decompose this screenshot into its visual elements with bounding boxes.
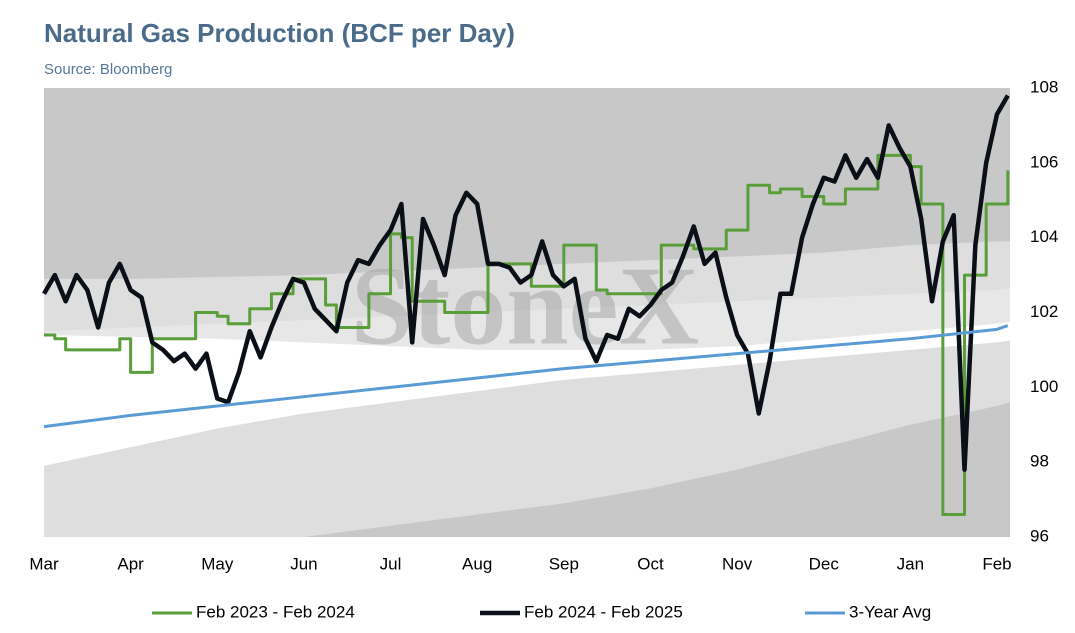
x-tick-label: Oct — [637, 554, 664, 573]
y-tick-label: 104 — [1030, 227, 1058, 246]
series-line — [44, 153, 1010, 517]
x-tick-label: May — [201, 554, 234, 573]
y-tick-label: 98 — [1030, 452, 1049, 471]
series-line — [43, 324, 1009, 429]
x-tick-label: Sep — [549, 554, 579, 573]
legend-label: 3-Year Avg — [849, 602, 931, 621]
legend-label: Feb 2023 - Feb 2024 — [196, 602, 355, 621]
y-tick-label: 102 — [1030, 302, 1058, 321]
series-line — [42, 94, 1010, 472]
x-tick-label: Dec — [809, 554, 840, 573]
x-tick-label: Nov — [722, 554, 753, 573]
y-tick-label: 106 — [1030, 152, 1058, 171]
x-tick-label: Mar — [29, 554, 59, 573]
y-tick-label: 108 — [1030, 77, 1058, 96]
x-tick-label: Apr — [117, 554, 144, 573]
legend-label: Feb 2024 - Feb 2025 — [524, 602, 683, 621]
x-tick-label: Jan — [897, 554, 924, 573]
chart-title: Natural Gas Production (BCF per Day) — [44, 18, 515, 48]
x-tick-label: Jun — [290, 554, 317, 573]
x-tick-label: Jul — [380, 554, 402, 573]
x-tick-label: Feb — [982, 554, 1011, 573]
chart-subtitle: Source: Bloomberg — [44, 61, 172, 78]
y-tick-label: 100 — [1030, 377, 1058, 396]
y-tick-label: 96 — [1030, 526, 1049, 545]
range-band — [44, 402, 1010, 537]
x-tick-label: Aug — [462, 554, 492, 573]
